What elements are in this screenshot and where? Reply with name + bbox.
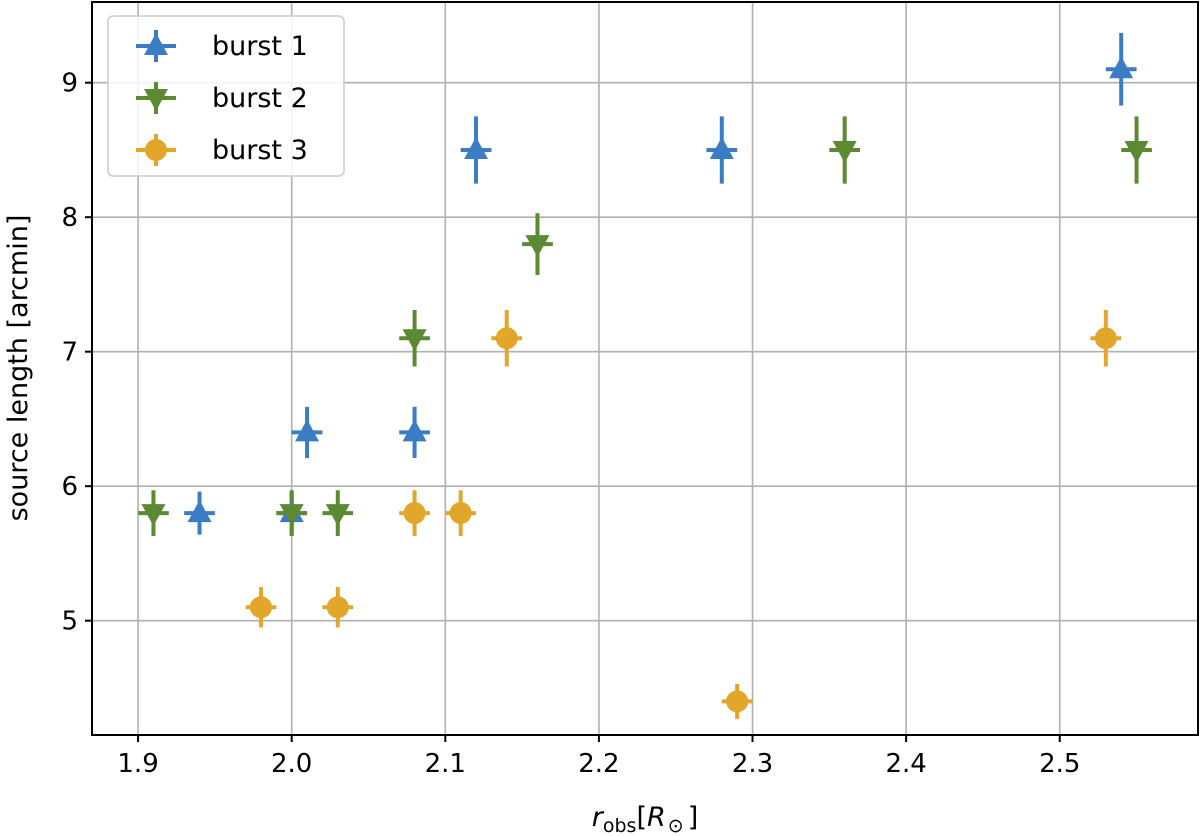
data-point-burst-2 [325, 504, 350, 527]
data-point-burst-2 [402, 329, 427, 352]
legend-label: burst 3 [212, 135, 308, 166]
data-point-burst-1 [295, 419, 320, 442]
x-axis-label: robs[R ⊙] [592, 802, 698, 836]
data-point-burst-2 [1124, 140, 1149, 163]
x-axis-ticks: 1.9 2.0 2.1 2.2 2.3 2.4 2.5 [117, 735, 1080, 779]
x-tick-label: 2.1 [425, 749, 466, 779]
data-point-burst-2 [141, 504, 166, 527]
plot-frame [91, 1, 1199, 736]
data-point-burst-3 [326, 596, 349, 619]
legend-marker [144, 33, 168, 55]
data-point-burst-3 [726, 690, 749, 713]
data-point-burst-1 [402, 419, 427, 442]
y-axis-label: source length [arcmin] [3, 215, 34, 522]
legend: burst 1 burst 2 burst 3 [107, 15, 345, 177]
x-tick-label: 2.3 [732, 749, 773, 779]
x-tick-label: 2.0 [271, 749, 312, 779]
x-tick-label: 2.2 [578, 749, 619, 779]
data-point-burst-3 [1094, 327, 1117, 350]
data-point-burst-1 [187, 500, 212, 523]
data-point-burst-2 [525, 235, 550, 258]
data-point-burst-1 [709, 136, 734, 159]
legend-box [107, 15, 345, 177]
data-point-burst-2 [279, 504, 304, 527]
data-markers [141, 56, 1149, 713]
y-tick-label: 6 [61, 472, 78, 502]
legend-label: burst 1 [212, 31, 308, 62]
legend-label: burst 2 [212, 83, 308, 114]
data-point-burst-3 [249, 596, 272, 619]
y-tick-label: 7 [61, 338, 78, 368]
data-point-burst-3 [403, 502, 426, 525]
x-tick-label: 2.5 [1039, 749, 1080, 779]
legend-marker [144, 89, 168, 111]
y-axis-ticks: 5 6 7 8 9 [61, 69, 92, 637]
legend-marker [145, 139, 167, 161]
data-point-burst-1 [464, 136, 489, 159]
y-tick-label: 9 [61, 69, 78, 99]
data-point-burst-3 [449, 502, 472, 525]
y-tick-label: 8 [61, 203, 78, 233]
data-point-burst-2 [832, 140, 857, 163]
y-tick-label: 5 [61, 607, 78, 637]
data-point-burst-3 [495, 327, 518, 350]
x-tick-label: 1.9 [117, 749, 158, 779]
data-point-burst-1 [1109, 56, 1134, 79]
x-tick-label: 2.4 [885, 749, 926, 779]
